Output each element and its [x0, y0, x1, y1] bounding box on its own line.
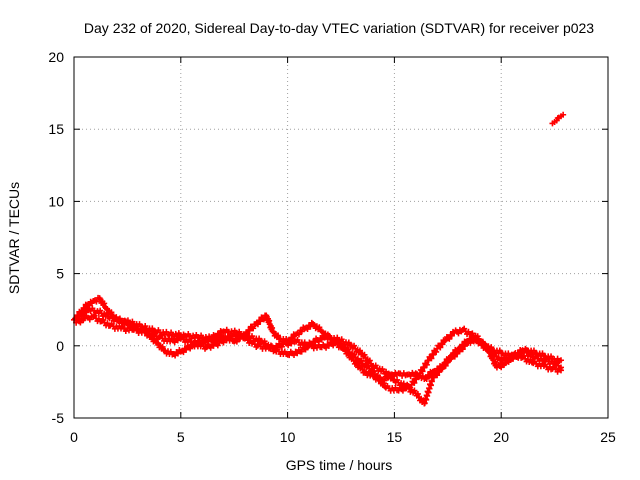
data-point-fill — [358, 350, 365, 357]
data-point-fill — [430, 351, 437, 358]
y-axis-label: SDTVAR / TECUs — [6, 182, 22, 294]
data-point-fill — [416, 373, 423, 380]
data-point-fill — [456, 348, 463, 355]
data-point-fill — [414, 390, 421, 397]
data-point-fill — [419, 368, 426, 375]
data-point-fill — [423, 375, 430, 382]
data-point-fill — [451, 353, 458, 360]
data-point-fill — [428, 355, 435, 362]
data-point-fill — [249, 324, 255, 331]
data-point-fill — [288, 340, 295, 347]
data-point-fill — [245, 326, 252, 333]
data-point-fill — [436, 343, 443, 350]
chart-title: Day 232 of 2020, Sidereal Day-to-day VTE… — [84, 20, 594, 36]
data-point-fill — [93, 298, 100, 305]
data-point-fill — [358, 357, 365, 364]
x-tick-label: 10 — [280, 429, 296, 445]
data-point-fill — [375, 374, 382, 381]
data-points — [71, 111, 567, 407]
x-tick-label: 15 — [387, 429, 403, 445]
data-point-fill — [295, 331, 302, 338]
data-point-fill — [291, 352, 298, 359]
axis-ticks: 0 5 10 15 20 25 -5 0 5 10 15 20 — [48, 49, 616, 445]
data-point-fill — [474, 333, 481, 340]
data-point-fill — [438, 340, 445, 347]
data-point-fill — [433, 348, 440, 355]
data-point-fill — [434, 372, 441, 379]
data-point-fill — [483, 342, 490, 349]
data-point-fill — [439, 341, 446, 348]
data-point-fill — [446, 335, 453, 342]
data-point-fill — [437, 344, 444, 351]
data-point-fill — [439, 365, 446, 372]
data-point-fill — [411, 379, 418, 386]
data-point-fill — [356, 347, 363, 354]
data-point-fill — [380, 380, 387, 387]
x-tick-label: 0 — [70, 429, 78, 445]
data-point-fill — [441, 338, 448, 345]
data-point-fill — [250, 325, 257, 332]
data-point-fill — [383, 368, 390, 375]
data-point-fill — [151, 336, 158, 343]
data-point-fill — [426, 372, 433, 379]
data-point-fill — [171, 339, 178, 346]
data-point-fill — [285, 342, 292, 349]
data-point — [558, 364, 565, 371]
y-tick-label: 15 — [48, 121, 64, 137]
data-point-fill — [389, 373, 396, 380]
data-point-fill — [159, 343, 166, 350]
x-tick-label: 25 — [600, 429, 616, 445]
data-point-fill — [459, 346, 466, 353]
data-point-fill — [465, 339, 472, 346]
data-point-fill — [407, 373, 414, 380]
data-point-fill — [460, 342, 467, 349]
data-point-fill — [316, 324, 323, 331]
data-point-fill — [302, 346, 309, 353]
data-point-fill — [492, 350, 499, 357]
data-point-fill — [495, 354, 502, 361]
data-point-fill — [433, 371, 440, 378]
data-point-fill — [366, 357, 373, 364]
data-point-fill — [461, 343, 468, 350]
data-point-fill — [354, 355, 361, 362]
data-point-fill — [435, 368, 442, 375]
data-point-fill — [246, 327, 253, 334]
data-point-fill — [448, 355, 455, 362]
data-point-fill — [361, 351, 368, 358]
data-point-fill — [305, 343, 312, 350]
data-point-fill — [423, 361, 430, 368]
data-point-fill — [294, 350, 301, 357]
y-tick-label: 5 — [56, 266, 64, 282]
x-tick-label: 5 — [177, 429, 185, 445]
x-tick-label: 20 — [493, 429, 509, 445]
y-tick-label: 10 — [48, 193, 64, 209]
grid-lines — [74, 57, 608, 418]
data-point-fill — [468, 337, 475, 344]
data-point-fill — [504, 358, 511, 365]
data-point-fill — [444, 359, 451, 366]
y-tick-label: 20 — [48, 49, 64, 65]
data-point — [560, 111, 567, 118]
data-point-fill — [345, 346, 352, 353]
y-tick-label: 0 — [56, 338, 64, 354]
data-point-fill — [298, 328, 305, 335]
data-point — [558, 357, 565, 364]
x-axis-label: GPS time / hours — [286, 457, 393, 473]
data-point-fill — [458, 345, 465, 352]
data-point-fill — [298, 348, 305, 355]
data-point-fill — [86, 316, 93, 323]
data-point-fill — [487, 346, 494, 353]
plot-frame — [73, 56, 609, 419]
data-point-fill — [480, 339, 487, 346]
data-point-fill — [101, 300, 108, 307]
data-point-fill — [436, 369, 443, 376]
data-point-fill — [448, 332, 455, 339]
data-point-fill — [274, 332, 281, 339]
data-point-fill — [442, 362, 449, 369]
data-point-fill — [351, 342, 358, 349]
y-tick-label: -5 — [52, 410, 65, 426]
data-point-fill — [413, 376, 420, 383]
data-point-fill — [430, 374, 437, 381]
